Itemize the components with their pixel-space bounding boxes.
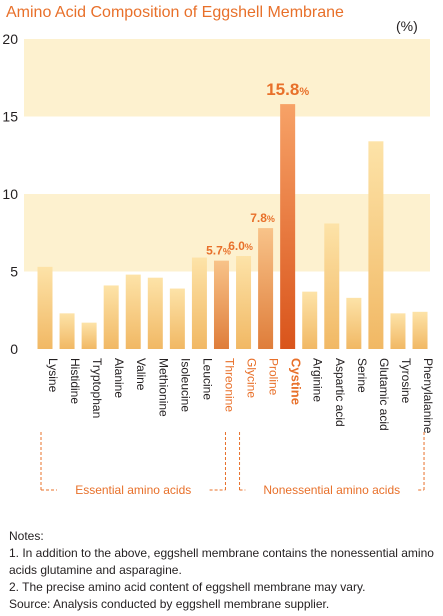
bar-lysine [37,266,53,349]
notes: Notes: 1. In addition to the above, eggs… [9,528,441,613]
x-tick-label: Alanine [112,358,126,398]
bar-chart: 0 5 10 15 20 5.7%6.0% 7.8% 15.8% Lysine Histidi… [2,31,435,497]
bar-serine [346,297,362,349]
bar-histidine [59,313,75,349]
x-tick-label: Methionine [156,358,170,417]
bar-leucine [191,257,207,349]
x-tick-label: Glutamic acid [377,358,391,431]
bar-tyrosine [390,313,406,349]
x-tick-label: Cystine [289,358,304,405]
x-tick-label: Arginine [311,358,325,402]
x-tick-label: Valine [134,358,148,391]
x-tick-label: Tyrosine [399,358,413,404]
x-axis-labels: Lysine Histidine Tryptophan Alanine Valine Me… [46,358,435,434]
x-tick-label: Proline [267,358,281,396]
chart-title: Amino Acid Composition of Eggshell Membr… [6,4,344,21]
x-tick-label: Histidine [68,358,82,404]
group-bracket [239,432,425,490]
value-label: 5.7% [206,244,231,258]
unit-label: (%) [396,18,418,34]
bar-alanine [103,285,119,349]
notes-heading: Notes: [9,529,44,543]
y-axis: 0 5 10 15 20 [2,31,18,357]
x-tick-label: Isoleucine [178,358,192,412]
x-tick-label: Glycine [245,358,259,398]
y-tick-label: 5 [10,264,18,280]
bar-isoleucine [169,288,185,349]
y-tick-label: 20 [2,31,18,47]
background-band [24,39,430,117]
bar-tryptophan [81,322,97,349]
bar-aspartic-acid [324,223,340,349]
x-tick-label: Serine [355,358,369,393]
x-tick-label: Leucine [200,358,214,400]
value-label: 15.8% [266,80,309,99]
group-bracket [40,432,226,490]
bar-proline [258,228,274,349]
bar-cystine [280,104,296,349]
x-tick-label: Lysine [46,358,60,393]
x-tick-label: Threonine [222,358,236,412]
x-tick-label: Phenylalanine [421,358,435,434]
bars [37,104,428,349]
group-label: Essential amino acids [75,483,191,497]
value-label: 6.0% [228,239,253,253]
bar-threonine [213,260,229,349]
note-line-2: 2. The precise amino acid content of egg… [9,580,366,594]
bar-arginine [302,291,318,349]
note-source: Source: Analysis conducted by eggshell m… [9,597,330,611]
y-tick-label: 10 [2,186,18,202]
bar-glutamic-acid [368,141,384,349]
background-band [24,194,430,272]
background-bands [24,39,430,272]
note-line-1: 1. In addition to the above, eggshell me… [9,546,434,577]
bar-methionine [147,277,163,349]
x-tick-label: Aspartic acid [333,358,347,427]
group-brackets: Essential amino acids Nonessential amino … [40,432,425,497]
y-tick-label: 0 [10,341,18,357]
y-tick-label: 15 [2,109,18,125]
bar-valine [125,274,141,349]
x-tick-label: Tryptophan [90,358,104,418]
group-label: Nonessential amino acids [263,483,400,497]
bar-phenylalanine [412,311,428,349]
value-label: 7.8% [250,211,275,225]
bar-glycine [236,256,252,349]
value-labels: 5.7%6.0% 7.8% 15.8% [206,80,309,258]
